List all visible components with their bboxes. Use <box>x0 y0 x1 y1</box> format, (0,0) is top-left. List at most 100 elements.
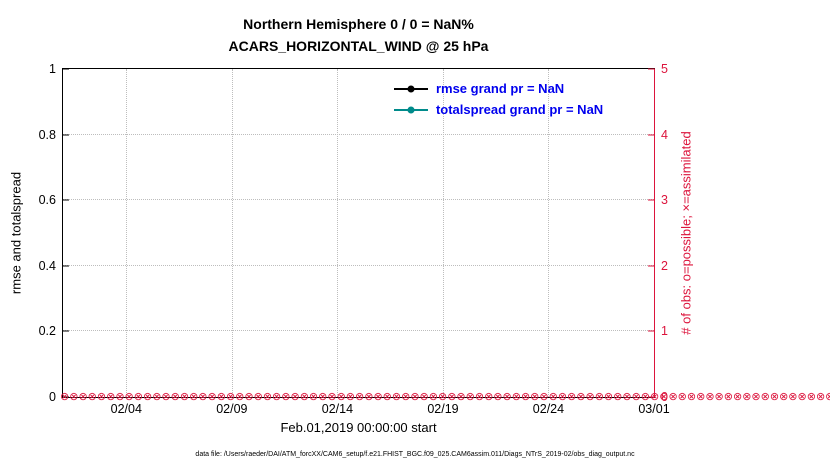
gridline-horizontal <box>63 199 654 201</box>
obs-marker: ⊗ <box>686 391 697 403</box>
obs-marker: ⊗ <box>622 391 632 403</box>
y-right-tick-mark <box>648 396 654 398</box>
obs-marker: ⊗ <box>410 391 420 403</box>
obs-marker: ⊗ <box>142 391 153 403</box>
y-left-tick-mark <box>63 396 69 398</box>
x-axis-label: Feb.01,2019 00:00:00 start <box>280 420 437 435</box>
obs-marker: ⊗ <box>308 391 319 403</box>
obs-marker: ⊗ <box>272 391 282 403</box>
obs-marker: ⊗ <box>520 391 531 403</box>
chart-title: Northern Hemisphere 0 / 0 = NaN% <box>243 16 474 32</box>
gridline-horizontal <box>63 264 654 266</box>
legend-line-sample <box>393 85 428 92</box>
x-tick-label: 02/19 <box>427 402 459 416</box>
legend-label: rmse grand pr = NaN <box>435 81 565 96</box>
gridline-horizontal <box>63 133 654 135</box>
obs-marker: ⊗ <box>788 391 798 403</box>
obs-marker: ⊗ <box>493 391 503 403</box>
y-left-tick-mark <box>63 134 69 136</box>
x-tick-label: 02/14 <box>321 402 354 416</box>
obs-marker: ⊗ <box>198 391 208 403</box>
x-tick-label: 02/24 <box>532 402 565 416</box>
obs-marker: ⊗ <box>391 391 402 403</box>
obs-marker: ⊗ <box>69 391 79 403</box>
obs-marker: ⊗ <box>511 391 521 403</box>
y-left-tick-mark <box>63 330 69 332</box>
y-axis-label-right: # of obs: o=possible; ×=assimilated <box>678 131 694 335</box>
obs-marker: ⊗ <box>760 391 770 403</box>
x-tick-label: 03/01 <box>638 402 670 416</box>
y-right-tick-mark <box>648 199 654 201</box>
obs-marker: ⊗ <box>714 391 724 403</box>
y-left-tick-label: 0.8 <box>38 127 56 142</box>
obs-marker: ⊗ <box>355 391 365 403</box>
gridline-vertical <box>442 69 444 397</box>
legend-marker-dot <box>407 85 415 92</box>
y-right-tick-label: 1 <box>661 324 668 339</box>
obs-marker: ⊗ <box>806 391 816 403</box>
obs-marker: ⊗ <box>576 391 586 403</box>
obs-marker: ⊗ <box>299 391 309 403</box>
obs-marker: ⊗ <box>769 391 780 403</box>
obs-marker: ⊗ <box>705 391 715 403</box>
obs-marker: ⊗ <box>382 391 392 403</box>
obs-marker: ⊗ <box>742 391 752 403</box>
obs-marker: ⊗ <box>567 391 577 403</box>
obs-marker: ⊗ <box>87 391 97 403</box>
obs-marker: ⊗ <box>603 391 614 403</box>
obs-marker: ⊗ <box>751 391 761 403</box>
y-left-tick-mark <box>63 68 69 70</box>
gridline-horizontal <box>63 330 654 332</box>
gridline-vertical <box>126 69 128 397</box>
x-tick-label: 02/09 <box>216 402 248 416</box>
obs-marker: ⊗ <box>594 391 604 403</box>
obs-marker: ⊗ <box>779 391 789 403</box>
y-left-tick-label: 0 <box>49 390 56 404</box>
y-left-tick-label: 0.2 <box>38 324 56 339</box>
gridline-vertical <box>548 69 550 397</box>
legend-entry: rmse grand pr = NaN <box>393 81 603 96</box>
obs-marker: ⊗ <box>262 391 273 403</box>
gridline-vertical <box>231 69 233 397</box>
legend-entry: totalspread grand pr = NaN <box>393 102 604 117</box>
y-right-tick-mark <box>648 68 654 70</box>
obs-marker: ⊗ <box>78 391 88 403</box>
legend-line-sample <box>393 106 428 113</box>
obs-marker: ⊗ <box>484 391 494 403</box>
obs-marker: ⊗ <box>732 391 743 403</box>
y-left-tick-label: 0.4 <box>38 258 56 273</box>
obs-marker: ⊗ <box>815 391 826 403</box>
gridline-vertical <box>337 69 339 397</box>
obs-marker: ⊗ <box>179 391 190 403</box>
y-right-tick-mark <box>648 330 654 332</box>
obs-marker: ⊗ <box>723 391 733 403</box>
obs-marker: ⊗ <box>290 391 300 403</box>
obs-marker: ⊗ <box>613 391 623 403</box>
obs-marker: ⊗ <box>373 391 383 403</box>
legend: rmse grand pr = NaN totalspread grand pr … <box>393 81 604 117</box>
obs-marker: ⊗ <box>825 391 830 403</box>
y-left-tick-mark <box>63 265 69 267</box>
chart-subtitle: ACARS_HORIZONTAL_WIND @ 25 hPa <box>228 38 489 54</box>
obs-marker: ⊗ <box>677 391 687 403</box>
obs-marker: ⊗ <box>696 391 706 403</box>
y-right-tick-mark <box>648 265 654 267</box>
obs-marker: ⊗ <box>401 391 411 403</box>
y-left-tick-mark <box>63 199 69 201</box>
plot-area: rmse grand pr = NaN totalspread grand pr … <box>39 62 830 416</box>
y-axis-label-left: rmse and totalspread <box>8 171 24 295</box>
obs-marker: ⊗ <box>152 391 162 403</box>
obs-marker-band: ⊗ ⊗ ⊗ ⊗ ⊗ ⊗ ⊗ ⊗ ⊗ ⊗ ⊗ ⊗ ⊗ ⊗ ⊗ ⊗ ⊗ ⊗ ⊗ ⊗ ⊗ ⊗ ⊗ ⊗ ⊗ ⊗ ⊗ ⊗ ⊗ ⊗ ⊗ ⊗ ⊗ ⊗ ⊗ ⊗ ⊗ ⊗ ⊗ ⊗… <box>60 391 830 403</box>
legend-label: totalspread grand pr = NaN <box>435 102 604 117</box>
y-left-tick-label: 1 <box>49 62 56 76</box>
y-right-tick-mark <box>648 134 654 136</box>
x-tick-label: 02/04 <box>110 402 142 416</box>
y-right-tick-label: 2 <box>661 258 668 273</box>
obs-marker: ⊗ <box>161 391 171 403</box>
obs-marker: ⊗ <box>170 391 180 403</box>
obs-marker: ⊗ <box>364 391 374 403</box>
obs-marker: ⊗ <box>96 391 107 403</box>
obs-marker: ⊗ <box>281 391 291 403</box>
obs-marker: ⊗ <box>502 391 512 403</box>
